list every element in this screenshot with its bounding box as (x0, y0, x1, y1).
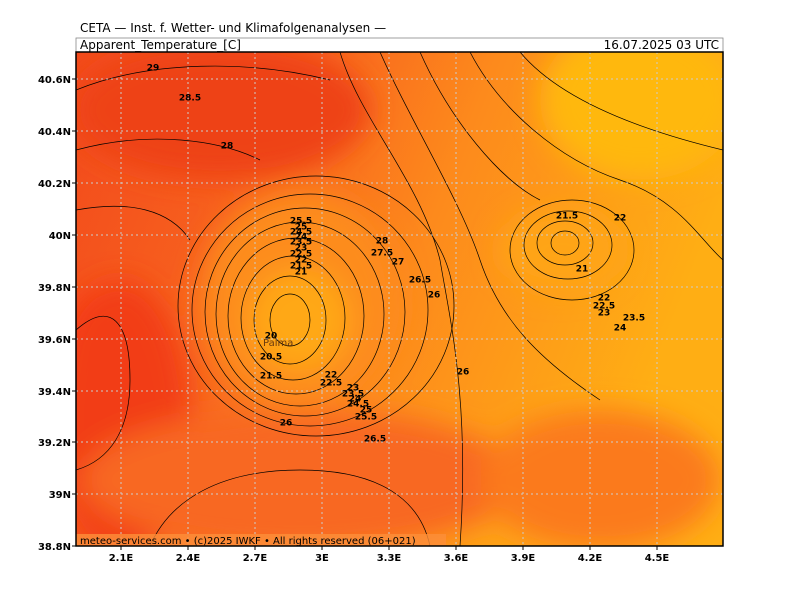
contour-label: 24 (614, 324, 627, 334)
lon-tick-label: 4.5E (645, 553, 670, 564)
graticule (76, 52, 723, 546)
contour-label: 22 (598, 294, 611, 304)
contour-label: 20.5 (260, 353, 282, 363)
footer-band (76, 534, 446, 546)
valid-time: 16.07.2025 03 UTC (604, 38, 719, 52)
contour-label: 23 (295, 244, 308, 254)
lon-tick-label: 3.9E (511, 553, 536, 564)
contour-label: 21.5 (290, 262, 312, 272)
contour-label: 21 (576, 265, 589, 275)
lat-tick-label: 40.6N (38, 75, 71, 86)
footer: meteo-services.com • (c)2025 IWKF • All … (80, 536, 416, 547)
contour-label: 24.5 (347, 400, 369, 410)
contour-label: 23.5 (290, 238, 312, 248)
lat-tick-label: 39.4N (38, 387, 71, 398)
contour-label: 23.5 (623, 314, 645, 324)
map-field (76, 52, 723, 546)
contour-label: 23 (347, 384, 360, 394)
lon-tick-label: 2.4E (176, 553, 201, 564)
lat-tick-label: 39.8N (38, 283, 71, 294)
contour-label: 23 (598, 309, 611, 319)
contour-label: 22 (295, 256, 308, 266)
contour-label: 22.5 (593, 302, 615, 312)
lon-tick-label: 3.6E (444, 553, 469, 564)
contour-label: 26 (457, 368, 470, 378)
lon-tick-label: 4.2E (578, 553, 603, 564)
lat-tick-label: 39.6N (38, 335, 71, 346)
contour-label: 28.5 (179, 94, 201, 104)
lat-tick-label: 39.2N (38, 438, 71, 449)
contour-label: 25 (360, 406, 373, 416)
lat-tick-label: 39N (49, 490, 71, 501)
contour-label: 24 (349, 395, 362, 405)
source-title: CETA — Inst. f. Wetter- und Klimafolgena… (80, 21, 386, 35)
contour-label: 24 (295, 233, 308, 243)
contour-label: 22 (325, 371, 338, 381)
contour-label: 21 (295, 268, 308, 278)
contour-label: 26.5 (364, 435, 386, 445)
contour-label: 20 (265, 332, 278, 342)
lat-tick-label: 38.8N (38, 542, 71, 553)
axis-ticks: 40.6N 40.4N 40.2N 40N 39.8N 39.6N 39.4N 39.2N 39… (38, 75, 669, 564)
lon-tick-label: 3E (315, 553, 329, 564)
contour-labels: 2928.52825.52524.52423.52322.52221.52120… (147, 64, 645, 445)
lon-tick-label: 2.7E (243, 553, 268, 564)
contour-label: 26.5 (409, 276, 431, 286)
contour-label: 22 (614, 214, 627, 224)
place-label: Palma (263, 338, 293, 349)
contour-label: 27 (392, 258, 405, 268)
contour-label: 22.5 (290, 250, 312, 260)
lat-tick-label: 40.2N (38, 179, 71, 190)
contour-label: 24.5 (290, 228, 312, 238)
contour-label: 27.5 (371, 249, 393, 259)
contour-label: 25.5 (355, 413, 377, 423)
contour-label: 21.5 (260, 372, 282, 382)
contour-label: 28 (376, 237, 389, 247)
contour-label: 25.5 (290, 217, 312, 227)
lon-tick-label: 3.3E (377, 553, 402, 564)
contour-label: 28 (221, 142, 234, 152)
contour-label: 23.5 (342, 390, 364, 400)
variable-title: Apparent_Temperature_[C] (80, 38, 241, 52)
lat-tick-label: 40.4N (38, 127, 71, 138)
contour-label: 26 (280, 419, 293, 429)
lon-tick-label: 2.1E (109, 553, 134, 564)
color-zones (76, 52, 723, 546)
lat-tick-label: 40N (49, 231, 71, 242)
contour-label: 25 (295, 223, 308, 233)
plot-frame (75, 51, 724, 547)
contours (76, 52, 723, 546)
contour-label: 26 (428, 291, 441, 301)
contour-label: 22.5 (320, 379, 342, 389)
contour-label: 21.5 (556, 212, 578, 222)
contour-label: 29 (147, 64, 160, 74)
